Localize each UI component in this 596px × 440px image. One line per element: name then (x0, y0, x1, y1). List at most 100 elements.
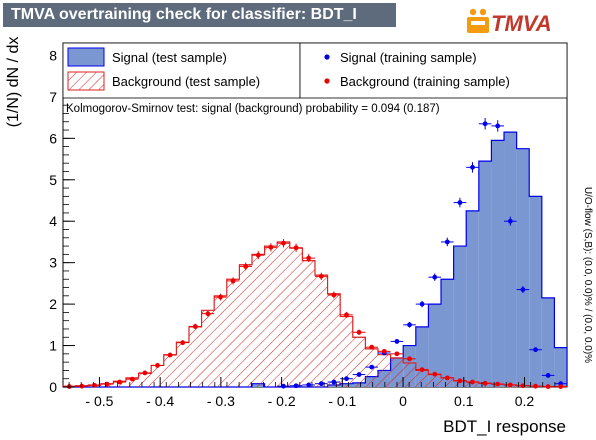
signal-training-point (444, 239, 450, 245)
y-tick-label: 3 (49, 255, 57, 271)
background-test-bar (176, 342, 189, 387)
background-training-point (79, 383, 85, 389)
background-training-point (545, 384, 551, 389)
background-training-point (470, 379, 475, 385)
signal-test-bar (441, 279, 454, 387)
background-test-bar (239, 264, 252, 387)
background-test-bar (214, 295, 227, 387)
background-training-point (318, 273, 324, 279)
background-test-bar (340, 316, 353, 387)
signal-training-point (520, 287, 526, 293)
y-tick-label: 1 (49, 338, 57, 354)
y-tick-label: 4 (49, 213, 57, 229)
signal-training-point (432, 274, 438, 280)
background-training-point (394, 351, 400, 357)
signal-training-point (482, 121, 488, 127)
background-training-point (495, 381, 501, 387)
background-test-bar (189, 326, 202, 387)
y-axis-label: (1/N) dN / dx (5, 37, 22, 128)
background-training-point (344, 312, 349, 318)
y-tick-label: 8 (49, 47, 57, 63)
background-training-point (331, 292, 337, 298)
signal-training-point (344, 376, 349, 382)
signal-test-bar (529, 196, 542, 387)
tmva-logo: TMVA (467, 8, 552, 36)
background-test-bar (453, 380, 467, 387)
x-tick-label: - 0.3 (207, 393, 235, 409)
signal-test-bar (516, 148, 530, 387)
x-tick-label: 0.1 (454, 393, 474, 409)
background-training-point (243, 263, 249, 269)
background-training-point (142, 370, 148, 376)
legend-swatch-background-test (67, 71, 105, 91)
x-tick-label: - 0.2 (268, 393, 296, 409)
background-test-bar (390, 357, 404, 387)
ks-test-text: Kolmogorov-Smirnov test: signal (backgro… (66, 103, 440, 115)
legend: Signal (test sample) Background (test sa… (62, 42, 568, 99)
signal-training-point (356, 372, 362, 377)
y-tick-label: 2 (49, 296, 57, 312)
signal-training-point (470, 164, 475, 170)
x-tick-label: 0.2 (515, 393, 535, 409)
background-test-bar (138, 373, 152, 387)
y-tick-label: 0 (49, 379, 57, 395)
signal-training-point (419, 301, 425, 307)
background-training-point (419, 367, 425, 372)
x-axis: - 0.5 - 0.4 - 0.3 - 0.2 - 0.1 0 0.1 0.2 (68, 377, 556, 409)
background-training-point (293, 245, 299, 251)
legend-label-signal-train: Signal (training sample) (340, 50, 477, 65)
background-training-point (129, 376, 135, 382)
legend-label-background-train: Background (training sample) (340, 74, 510, 89)
x-tick-label: - 0.5 (85, 393, 113, 409)
legend-label-background-test: Background (test sample) (112, 74, 260, 89)
signal-training-point (533, 347, 538, 353)
signal-test-bar (554, 347, 568, 387)
background-test-bar (377, 354, 391, 387)
y-tick-label: 5 (49, 172, 57, 188)
background-training-point (558, 384, 564, 389)
background-training-point (507, 382, 513, 388)
signal-training-point (457, 200, 463, 205)
background-test-bar (289, 248, 303, 387)
legend-marker-signal-train (324, 54, 330, 60)
signal-test-bar (491, 140, 504, 387)
x-tick-label: - 0.4 (146, 393, 174, 409)
legend-marker-background-train (324, 78, 330, 84)
background-training-point (268, 244, 274, 250)
background-training-points (63, 238, 568, 389)
background-training-point (482, 380, 488, 386)
signal-test-bar (504, 132, 517, 387)
background-test-bar (352, 337, 366, 387)
background-training-point (167, 352, 173, 358)
background-test-bar (201, 310, 215, 387)
signal-training-point (281, 383, 286, 389)
background-training-point (205, 311, 211, 317)
y-tick-label: 6 (49, 130, 57, 146)
background-training-point (407, 356, 412, 362)
background-training-point (457, 378, 463, 384)
chart-title: TMVA overtraining check for classifier: … (11, 6, 357, 23)
signal-test-bar (478, 161, 492, 387)
background-test-bar (264, 246, 278, 387)
x-tick-label: 0 (399, 393, 407, 409)
background-training-point (356, 329, 362, 335)
background-test-bar (441, 377, 454, 387)
background-test-bar (403, 362, 416, 387)
signal-training-point (306, 382, 312, 388)
y-tick-label: 7 (49, 89, 57, 105)
signal-training-point (293, 383, 299, 389)
background-training-point (255, 252, 261, 258)
background-training-point (281, 240, 286, 246)
background-test-bar (315, 275, 328, 387)
tmva-logo-icon (467, 8, 489, 33)
signal-training-point (507, 218, 513, 224)
background-test-bar (151, 365, 164, 387)
signal-test-histogram (63, 131, 568, 388)
background-test-bar (251, 254, 265, 387)
overflow-note: U/O-flow (S,B): (0.0, 0.0)% / (0.0, 0.0)… (582, 187, 593, 363)
signal-training-point (545, 372, 551, 378)
x-tick-label: - 0.1 (328, 393, 356, 409)
background-test-bar (466, 382, 479, 387)
background-test-bar (226, 279, 240, 387)
background-training-point (92, 382, 97, 388)
